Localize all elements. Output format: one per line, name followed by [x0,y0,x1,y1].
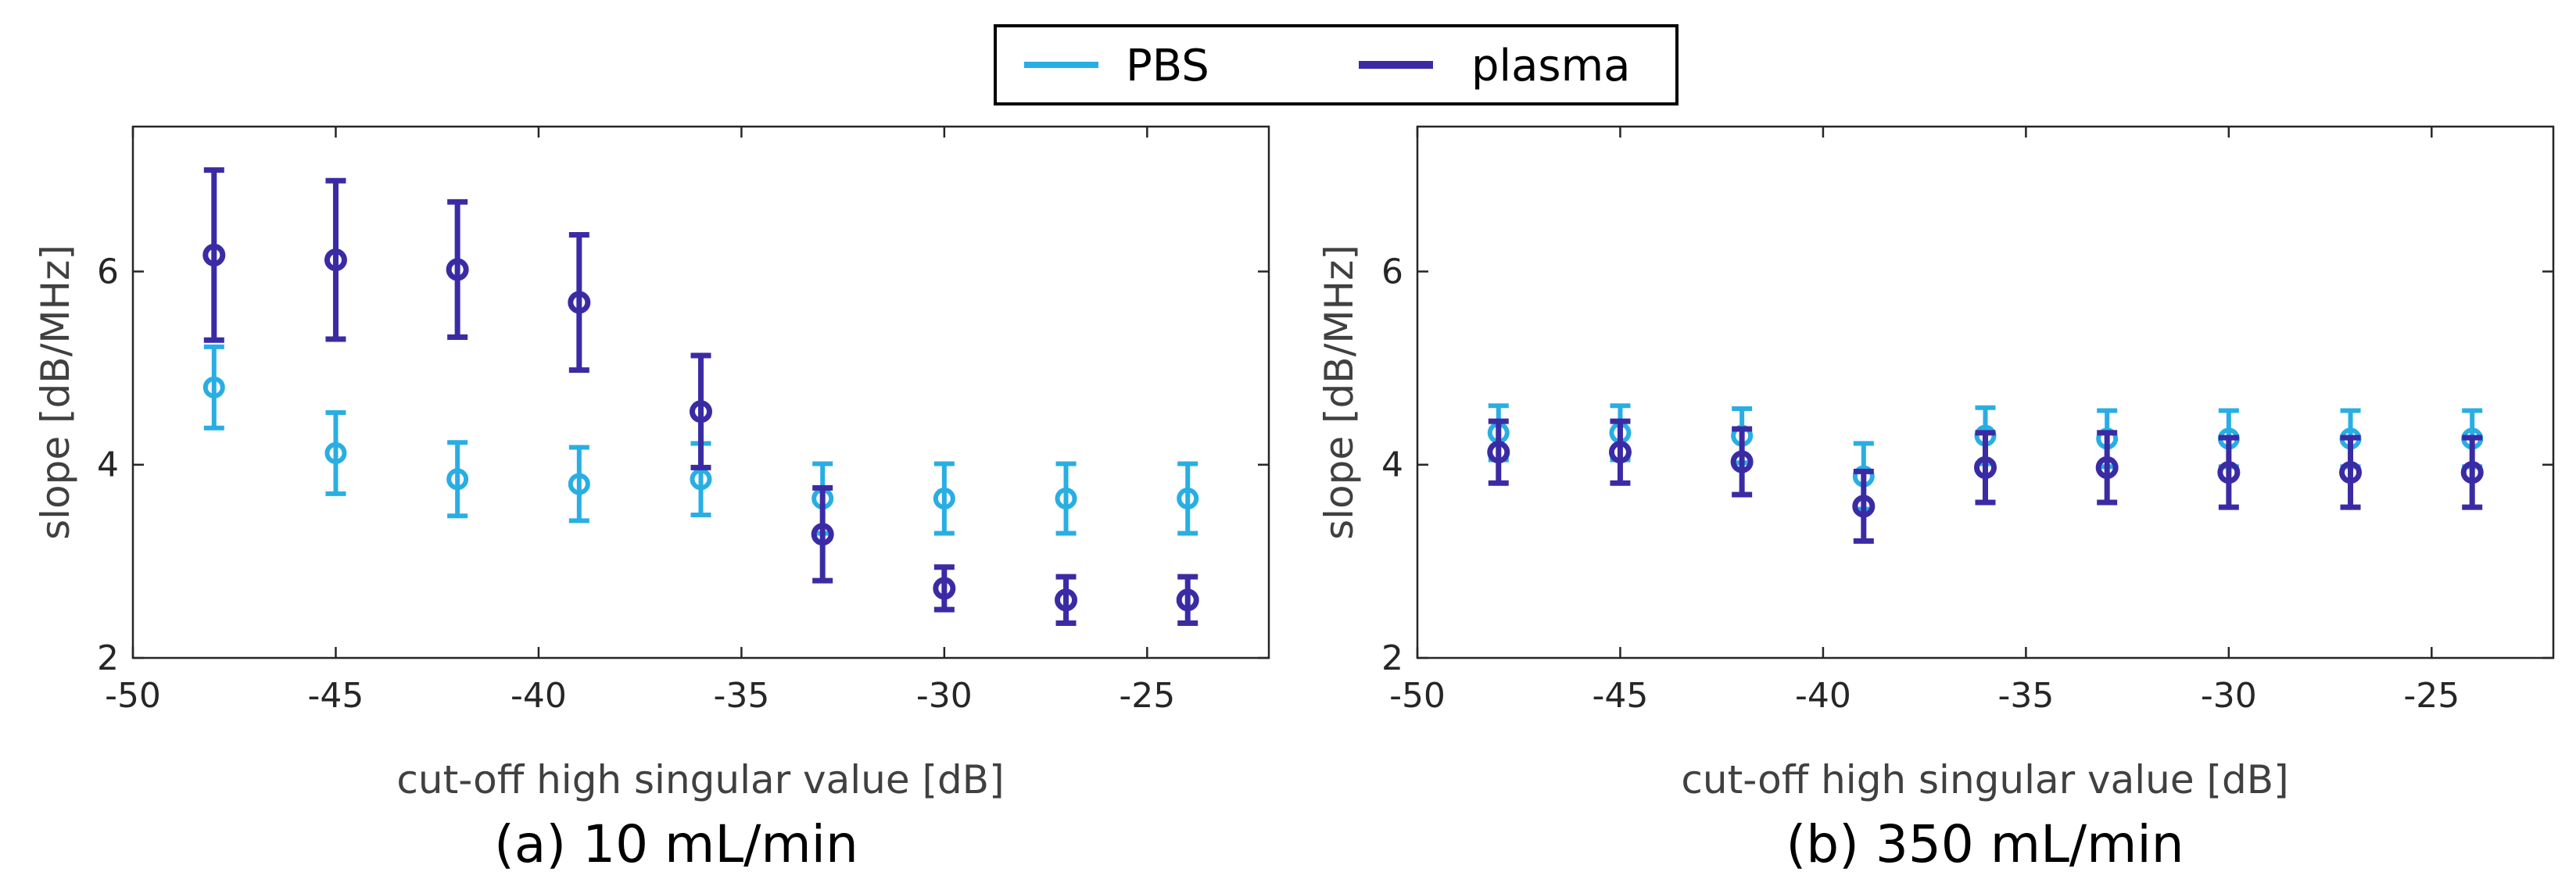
series-b [1487,403,2484,544]
data-point-plasma [690,352,712,470]
legend-label-plasma: plasma [1471,41,1630,91]
marker [1055,588,1078,612]
data-point-plasma [1176,574,1199,626]
data-point-pbs [1055,461,1077,536]
y-tick-label: 2 [1381,638,1403,678]
marker [446,468,469,491]
data-point-plasma [933,564,956,613]
plot-area-b [1416,125,2555,659]
data-point-plasma [2460,434,2484,510]
data-point-plasma [324,177,347,342]
marker [1055,488,1077,509]
caption-a: (a) 10 mL/min [494,814,858,874]
marker [1730,450,1754,474]
marker [690,468,712,491]
marker [324,248,347,272]
x-tick-label: -45 [308,676,364,716]
x-tick-label: -30 [2201,676,2257,716]
marker [1974,456,1997,479]
marker [1852,495,1876,518]
ylabel-b: slope [dB/MHz] [1317,245,1362,540]
data-point-pbs [324,409,347,496]
marker [933,577,956,600]
data-point-pbs [568,445,590,524]
x-tick-label: -35 [713,676,769,716]
x-tick-label: -40 [511,676,567,716]
legend-label-pbs: PBS [1126,41,1209,91]
x-tick-label: -50 [105,676,161,716]
x-tick-label: -50 [1389,676,1446,716]
xlabel-a: cut-off high singular value [dB] [396,757,1004,802]
marker [202,376,225,399]
series-a [202,167,1199,626]
legend-box [994,24,1679,105]
data-point-pbs [446,440,469,519]
data-point-plasma [2095,430,2119,506]
marker [202,243,226,266]
marker [1177,488,1199,509]
data-point-plasma [568,231,591,374]
y-tick-label: 4 [97,445,119,485]
marker [1487,441,1510,464]
data-point-plasma [2339,434,2363,510]
data-point-plasma [202,167,226,343]
x-tick-label: -30 [916,676,973,716]
data-point-pbs [202,344,225,431]
x-tick-label: -40 [1795,676,1851,716]
x-tick-label: -45 [1593,676,1649,716]
y-tick-label: 2 [97,638,119,678]
data-point-plasma [2217,434,2241,510]
panel-b: -50 -45 -40 -35 -30 -25 2 4 6 slope [dB/MHz] cut… [1317,125,2555,874]
marker [324,441,347,464]
data-point-pbs [933,461,955,536]
marker [2095,456,2119,479]
marker [933,488,955,509]
marker [2217,461,2241,484]
marker [1176,588,1199,612]
xlabel-b: cut-off high singular value [dB] [1681,757,2288,802]
caption-b: (b) 350 mL/min [1786,814,2184,874]
y-tick-label: 6 [1381,252,1403,291]
x-tick-label: -25 [2403,676,2460,716]
data-point-plasma [1730,426,1754,498]
x-tick-label: -25 [1119,676,1175,716]
data-point-plasma [1852,468,1876,544]
data-point-plasma [1974,430,1997,506]
ylabel-a: slope [dB/MHz] [33,245,78,540]
data-point-plasma [1608,418,1632,486]
y-tick-label: 6 [97,252,119,291]
data-point-plasma [446,198,469,341]
panel-a: -50 -45 -40 -35 -30 -25 2 4 6 slope [dB/MHz] cut… [33,125,1270,874]
ticks-a: -50 -45 -40 -35 -30 -25 2 4 6 [97,127,1269,716]
data-point-plasma [1487,418,1510,486]
marker [811,523,834,546]
data-point-pbs [1177,461,1199,536]
marker [2339,461,2363,484]
marker [2460,461,2484,484]
y-tick-label: 4 [1381,445,1403,485]
legend: PBS plasma [994,24,1679,105]
marker [1608,441,1632,464]
data-point-plasma [811,484,834,584]
marker [568,291,591,314]
marker [690,400,712,424]
marker [568,473,590,495]
marker [446,258,469,281]
x-tick-label: -35 [1997,676,2054,716]
ticks-b: -50 -45 -40 -35 -30 -25 2 4 6 [1381,127,2553,716]
data-point-plasma [1055,574,1078,626]
